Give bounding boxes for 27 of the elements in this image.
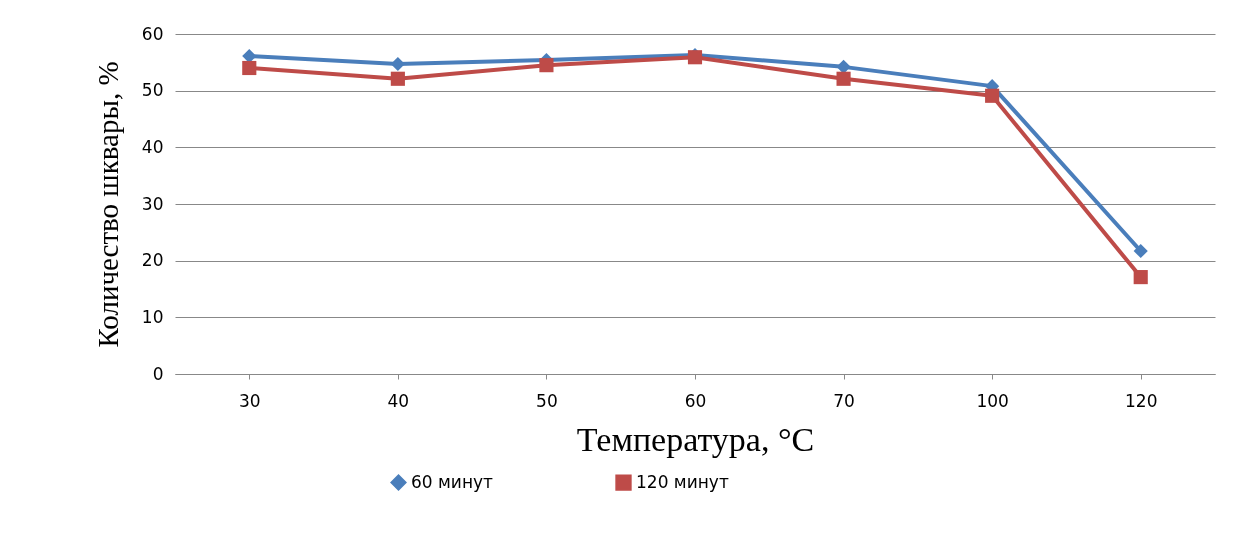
point — [1133, 243, 1148, 259]
point — [836, 59, 851, 74]
x-tick-label: 40 — [387, 390, 410, 411]
legend-label: 60 минут — [411, 471, 494, 492]
x-tick-label: 50 — [536, 390, 558, 411]
point — [390, 56, 405, 72]
y-tick-label: 40 — [141, 136, 164, 157]
point — [1133, 270, 1148, 285]
y-tick-label: 60 — [141, 23, 164, 44]
y-tick-label: 0 — [152, 363, 164, 384]
point — [390, 71, 405, 86]
point — [836, 71, 851, 86]
y-tick-label: 10 — [141, 306, 164, 327]
point — [985, 88, 1000, 103]
x-tick-label: 60 — [684, 390, 707, 411]
x-tick-label: 100 — [976, 390, 1009, 411]
x-axis-title: Температура, °C — [576, 420, 815, 458]
x-tick-label: 120 — [1124, 390, 1158, 411]
x-tick-label: 70 — [833, 390, 855, 411]
legend-label: 120 минут — [636, 471, 729, 492]
x-tick-label: 30 — [238, 390, 261, 411]
y-tick-label: 30 — [141, 193, 164, 214]
y-tick-label: 50 — [141, 80, 164, 101]
point — [539, 58, 554, 73]
point — [242, 60, 257, 76]
y-tick-label: 20 — [141, 250, 164, 271]
y-axis-title: Количество шквары, % — [91, 61, 124, 348]
